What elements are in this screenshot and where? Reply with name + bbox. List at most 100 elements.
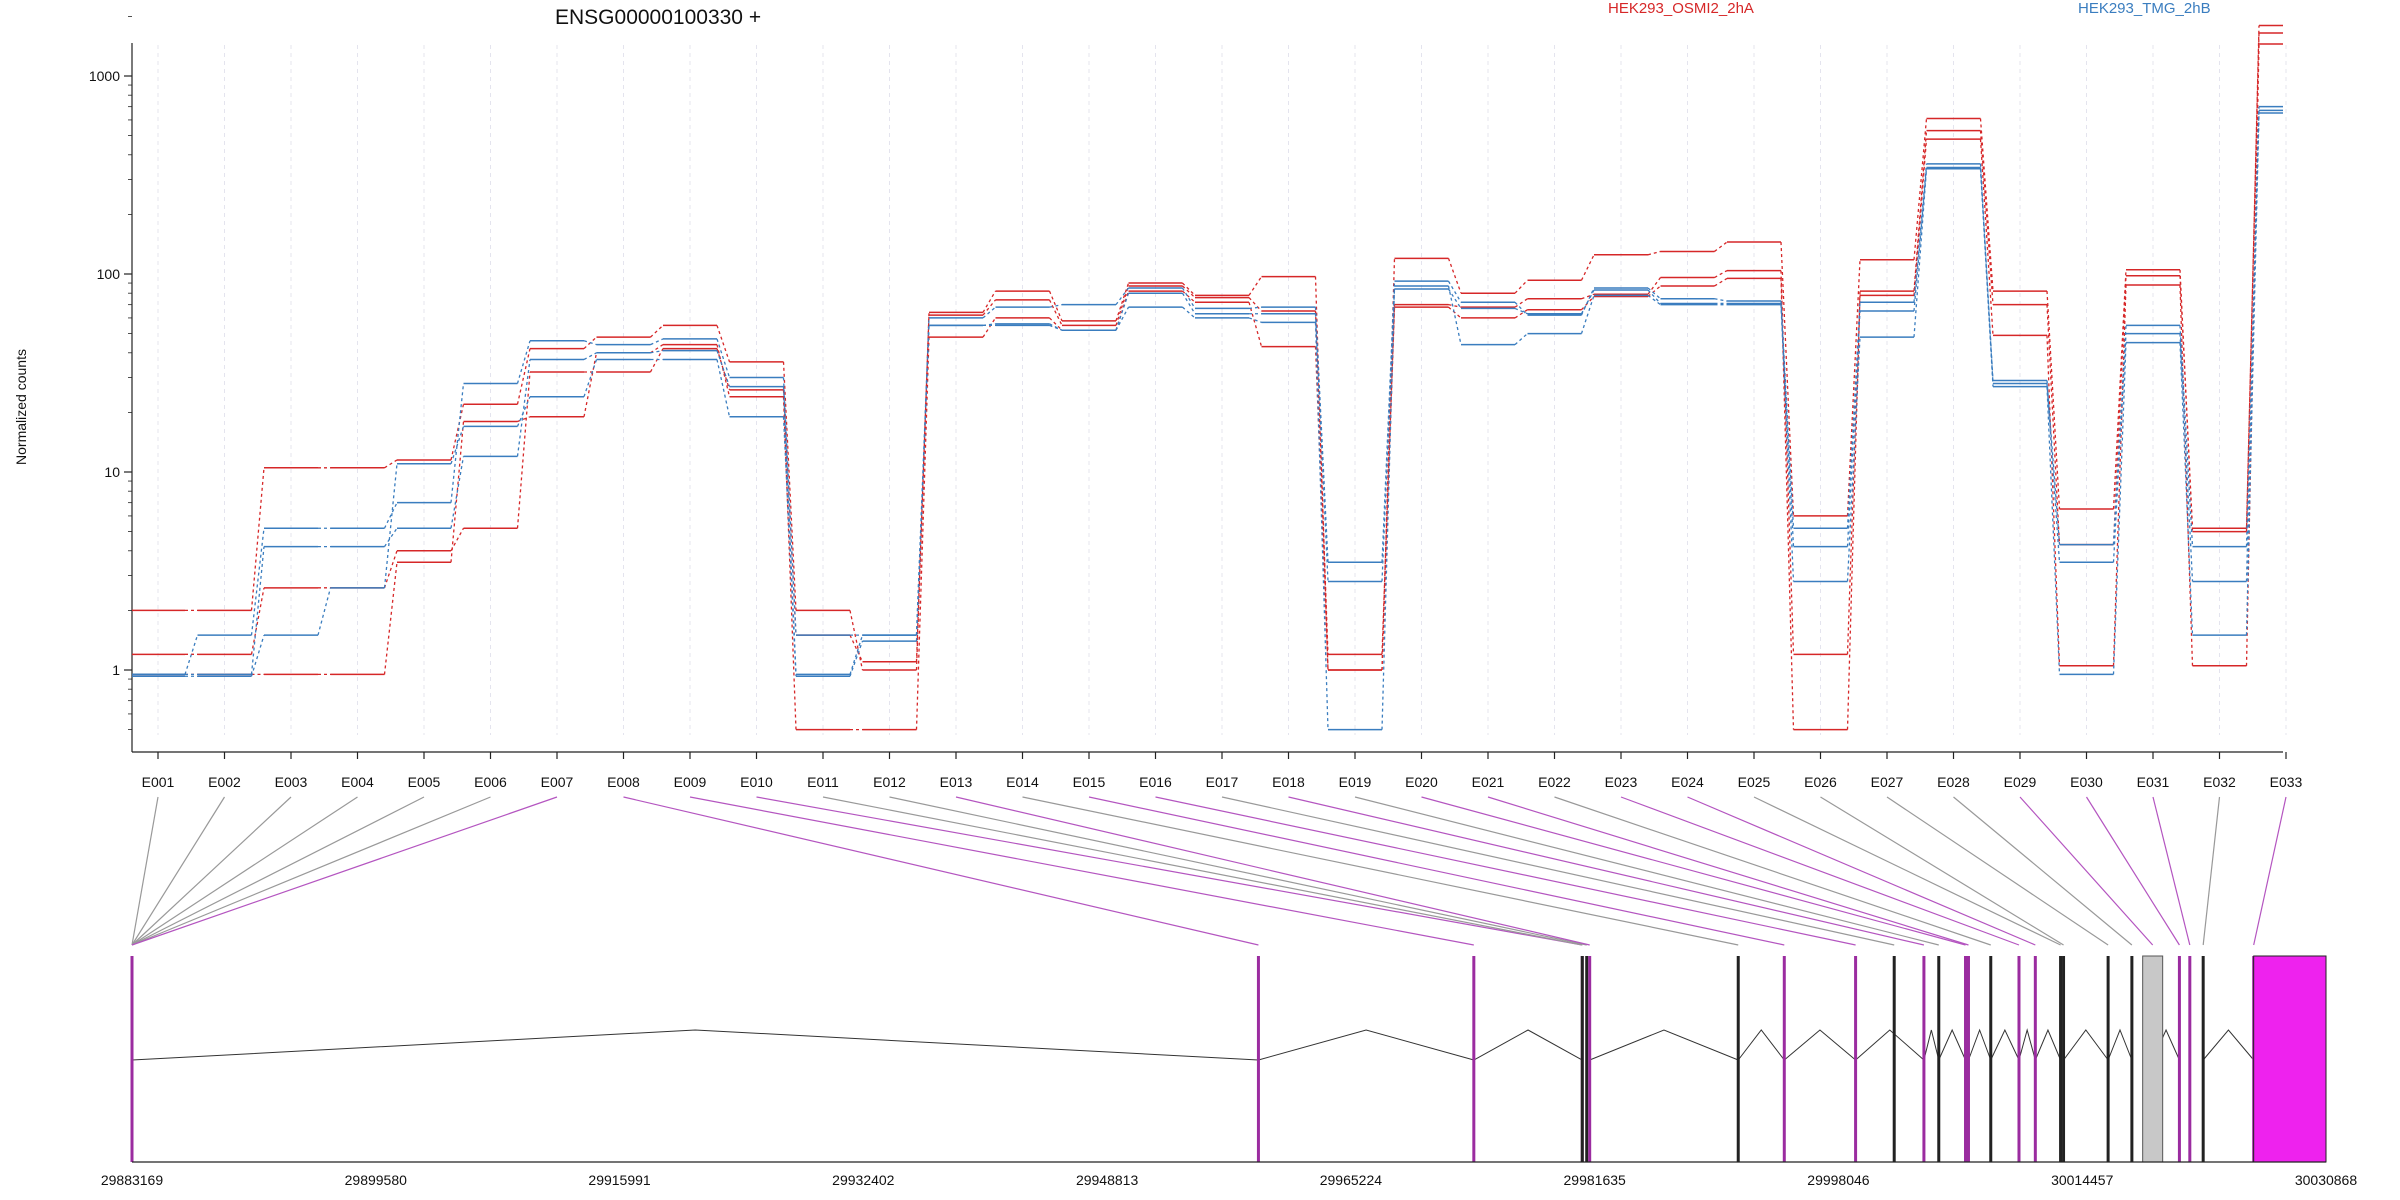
plot-axes: 1 10 100 1000 E001 E002 E003 E004 E005 E006 E007 E0…	[89, 15, 2303, 790]
y-tick-label: 1000	[89, 68, 120, 84]
y-axis-label: Normalized counts	[13, 349, 29, 465]
legend-item-osmi2: HEK293_OSMI2_2hA	[1608, 0, 1754, 17]
series-line	[132, 112, 2283, 731]
x-tick-label: E009	[674, 774, 707, 790]
exon-connector	[2253, 796, 2287, 946]
intron-line	[1923, 1029, 1940, 1061]
genomic-tick-label: 29965224	[1320, 1172, 1383, 1188]
series-connector	[185, 32, 2260, 663]
exon-box-grey	[2142, 955, 2164, 1163]
series-line	[132, 109, 2283, 676]
exon-connector	[955, 796, 1590, 946]
exon-box	[2062, 956, 2066, 1162]
x-tick-label: E007	[541, 774, 574, 790]
x-tick-label: E019	[1339, 774, 1372, 790]
exon-connector	[2019, 796, 2154, 946]
genomic-axis: 29883169 29899580 29915991 29932402 29948813…	[101, 1161, 2358, 1188]
x-tick-label: E028	[1937, 774, 1970, 790]
exon-box	[1782, 956, 1786, 1162]
x-tick-label: E021	[1472, 774, 1505, 790]
exon-connector	[1953, 796, 2133, 946]
intron-line	[2018, 1028, 2036, 1061]
series-line	[132, 43, 2283, 731]
exon-connector	[822, 796, 1583, 946]
legend-item-tmg: HEK293_TMG_2hB	[2078, 0, 2211, 17]
intron-line	[1855, 1029, 1925, 1061]
exon-box	[2033, 956, 2037, 1162]
series-line	[132, 24, 2283, 671]
exon-connector	[131, 796, 226, 946]
exon-box	[1585, 956, 1589, 1162]
exon-connector	[131, 796, 491, 946]
exon-connector	[1487, 796, 1969, 946]
exon-box	[1989, 956, 1993, 1162]
x-tick-label: E001	[142, 774, 175, 790]
exon-connector	[131, 796, 159, 946]
intron-line	[2202, 1029, 2255, 1061]
exon-box	[2059, 956, 2063, 1162]
exon-connector	[2085, 796, 2180, 946]
exon-connector	[2202, 796, 2221, 946]
genomic-tick-label: 29932402	[832, 1172, 895, 1188]
x-tick-label: E010	[740, 774, 773, 790]
x-tick-label: E016	[1139, 774, 1172, 790]
exon-box	[2106, 956, 2110, 1162]
intron-line	[1990, 1028, 2020, 1061]
chart-title: ENSG00000100330 +	[555, 6, 761, 29]
gene-model	[130, 955, 2327, 1163]
x-tick-label: E005	[408, 774, 441, 790]
exon-box	[1580, 956, 1584, 1162]
intron-line	[2034, 1028, 2062, 1061]
genomic-tick-label: 29948813	[1076, 1172, 1139, 1188]
exon-box	[1892, 956, 1896, 1162]
intron-line	[2107, 1028, 2133, 1061]
exon-box	[1964, 956, 1968, 1162]
exon-connectors	[131, 796, 2287, 946]
series-connector	[185, 110, 2260, 676]
intron-line	[1737, 1029, 1785, 1061]
exon-connector	[131, 796, 425, 946]
genomic-tick-label: 29883169	[101, 1172, 164, 1188]
exon-box	[1256, 956, 1260, 1162]
y-tick-label: 100	[97, 266, 121, 282]
x-tick-label: E025	[1738, 774, 1771, 790]
intron-line	[131, 1029, 1259, 1061]
x-tick-label: E026	[1804, 774, 1837, 790]
x-tick-label: E027	[1871, 774, 1904, 790]
exon-box	[2201, 956, 2205, 1162]
x-tick-label: E006	[474, 774, 507, 790]
exon-box-last	[2253, 955, 2327, 1163]
x-tick-label: E024	[1671, 774, 1704, 790]
intron-line	[1258, 1029, 1474, 1061]
exon-connector	[1288, 796, 1925, 946]
exon-box	[1966, 956, 1970, 1162]
x-tick-label: E018	[1272, 774, 1305, 790]
x-tick-label: E033	[2270, 774, 2303, 790]
x-tick-label: E003	[275, 774, 308, 790]
exon-connector	[131, 796, 292, 946]
x-tick-label: E014	[1006, 774, 1039, 790]
series-line	[132, 105, 2283, 676]
exon-connector	[1022, 796, 1739, 946]
series-connector	[185, 44, 2260, 731]
x-tick-label: E008	[607, 774, 640, 790]
x-tick-label: E032	[2203, 774, 2236, 790]
exon-connector	[1155, 796, 1856, 946]
exon-connector	[1354, 796, 1939, 946]
genomic-tick-label: 30030868	[2295, 1172, 2358, 1188]
y-tick-label: 10	[104, 464, 120, 480]
exon-connector	[1753, 796, 2061, 946]
exon-connector	[2152, 796, 2191, 946]
x-tick-label: E031	[2137, 774, 2170, 790]
exon-box	[1937, 956, 1941, 1162]
exon-connector	[131, 796, 558, 946]
genomic-tick-label: 29899580	[345, 1172, 408, 1188]
x-tick-label: E029	[2004, 774, 2037, 790]
exon-connector	[889, 796, 1587, 946]
exon-box	[130, 956, 134, 1162]
series-line	[132, 32, 2283, 663]
exon-connector	[756, 796, 1583, 946]
x-tick-label: E002	[208, 774, 241, 790]
intron-line	[1473, 1029, 1583, 1061]
